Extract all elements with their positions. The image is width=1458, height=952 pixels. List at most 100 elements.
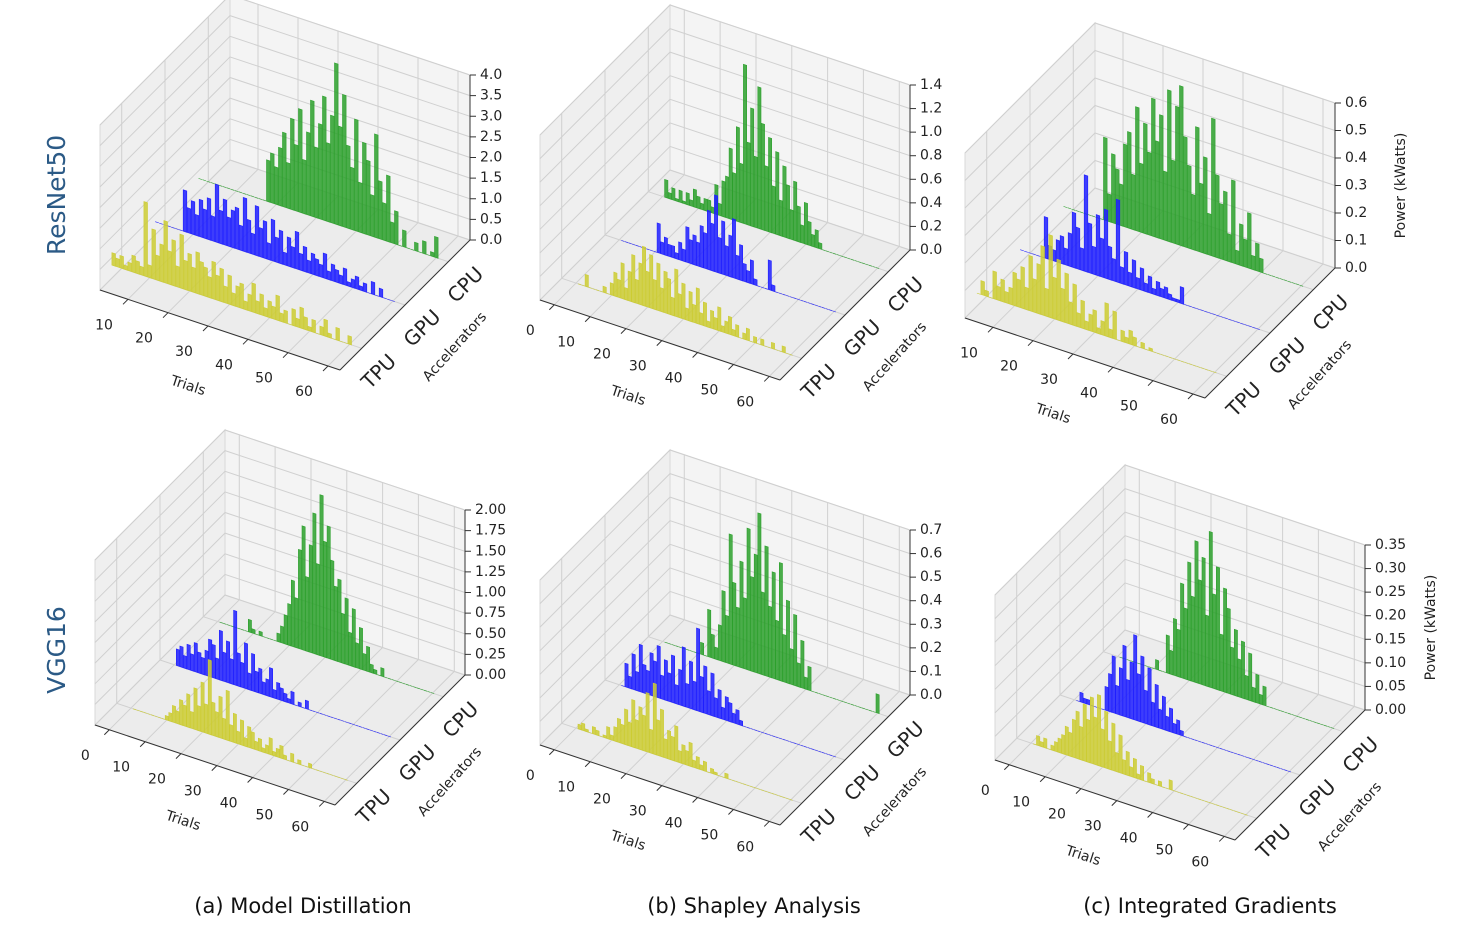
bar xyxy=(649,249,654,252)
bar xyxy=(735,126,740,223)
bar xyxy=(681,282,686,320)
z-tick-label: 0.50 xyxy=(475,626,506,642)
z-tick-label: 3.5 xyxy=(480,88,502,104)
bar xyxy=(1241,640,1245,700)
bar xyxy=(875,693,880,715)
bar xyxy=(635,244,639,247)
bar xyxy=(724,245,729,277)
bar xyxy=(1151,667,1156,670)
bar xyxy=(333,775,337,777)
bar xyxy=(147,264,152,279)
bar xyxy=(254,196,259,199)
bar xyxy=(678,241,683,262)
grid-line xyxy=(539,28,911,159)
bar xyxy=(1216,566,1220,691)
bar xyxy=(274,236,280,264)
grid-line xyxy=(94,491,466,623)
bar xyxy=(262,220,268,260)
bar xyxy=(318,263,324,279)
bar xyxy=(135,260,140,275)
bar xyxy=(430,251,435,258)
bar xyxy=(976,292,981,295)
bar xyxy=(1223,190,1228,262)
bar xyxy=(350,166,355,231)
bar xyxy=(695,755,700,770)
bar xyxy=(430,692,435,694)
bar xyxy=(1273,708,1277,710)
bar xyxy=(1079,247,1085,272)
bar xyxy=(1032,253,1036,256)
bar xyxy=(725,614,730,664)
bar xyxy=(1024,286,1029,311)
grid-line xyxy=(994,558,1366,690)
bar xyxy=(1212,803,1216,805)
bar xyxy=(244,630,248,632)
bar xyxy=(760,591,765,676)
bar xyxy=(1224,317,1228,320)
bar xyxy=(700,641,705,656)
x-tick-label: 0 xyxy=(981,783,990,799)
bar xyxy=(238,191,243,194)
z-tick-label: 0.35 xyxy=(1375,537,1406,553)
bar xyxy=(663,738,668,759)
bar xyxy=(1208,744,1213,746)
bar xyxy=(1219,202,1224,261)
bar xyxy=(789,798,793,801)
bar xyxy=(1208,530,1213,689)
x-tick-label: 20 xyxy=(593,792,611,808)
bar xyxy=(739,162,744,224)
bar xyxy=(1095,214,1101,277)
bar xyxy=(664,641,668,644)
bar xyxy=(1228,318,1232,321)
bar xyxy=(312,768,316,770)
bar xyxy=(1093,716,1098,766)
x-tick-label: 40 xyxy=(1080,385,1098,401)
bar xyxy=(1184,304,1188,306)
bar xyxy=(1298,716,1303,719)
bar xyxy=(248,618,252,634)
bar xyxy=(660,241,665,256)
bar xyxy=(344,597,349,666)
bar xyxy=(308,544,313,654)
bar xyxy=(1198,579,1202,685)
bar xyxy=(362,652,367,672)
z-axis-label: Power (kWatts) xyxy=(1393,133,1409,239)
bar xyxy=(127,261,132,273)
z-tick-label: 0.20 xyxy=(1375,608,1406,624)
bar xyxy=(362,141,367,235)
bar xyxy=(667,243,672,258)
bar xyxy=(222,186,227,188)
bar xyxy=(627,721,632,748)
bar xyxy=(584,728,589,733)
x-tick-label: 0 xyxy=(81,748,90,764)
grid-line xyxy=(1008,469,1140,766)
bar xyxy=(980,280,985,297)
bar xyxy=(588,732,592,734)
bar xyxy=(1152,351,1157,354)
bar xyxy=(286,236,292,268)
bar xyxy=(1000,278,1005,303)
bar xyxy=(1192,306,1196,309)
bar xyxy=(323,714,327,716)
grid-line xyxy=(99,15,471,146)
bar xyxy=(348,631,353,667)
bar xyxy=(793,613,798,687)
bar xyxy=(308,762,313,769)
y-tick-label: CPU xyxy=(437,697,483,743)
bar xyxy=(739,719,744,727)
z-tick-label: 0.25 xyxy=(475,646,506,662)
bar xyxy=(631,653,636,691)
bar xyxy=(768,734,772,736)
bar xyxy=(211,701,216,737)
x-tick-label: 30 xyxy=(1084,819,1102,835)
bar xyxy=(1133,634,1138,722)
bar xyxy=(1280,710,1285,713)
bar xyxy=(1104,302,1109,338)
bar xyxy=(718,624,722,662)
bar xyxy=(1287,712,1292,715)
bar xyxy=(258,630,263,637)
grid-line xyxy=(539,473,911,604)
bar xyxy=(1194,540,1199,684)
z-tick-label: 0.1 xyxy=(920,663,942,679)
bar xyxy=(1103,208,1109,280)
